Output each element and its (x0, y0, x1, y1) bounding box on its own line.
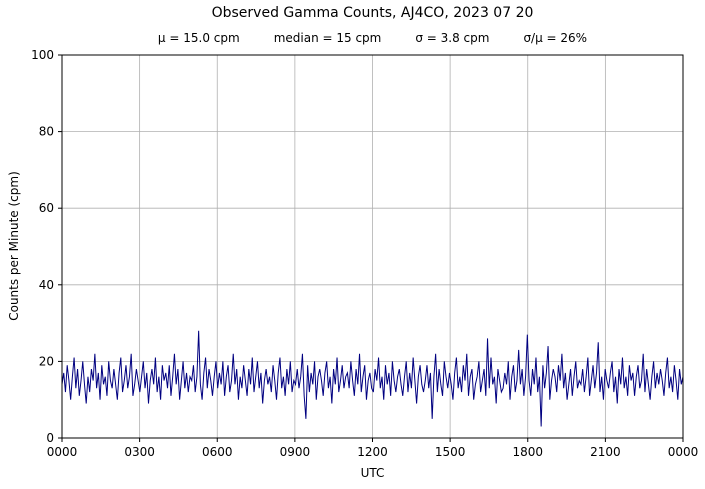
x-tick-label: 1200 (357, 445, 388, 459)
stat-mean: μ = 15.0 cpm (157, 31, 240, 45)
x-tick-label: 0300 (124, 445, 155, 459)
stat-sigma-over-mean: σ/μ = 26% (523, 31, 588, 45)
x-tick-label: 2100 (590, 445, 621, 459)
y-tick-label: 100 (31, 48, 54, 62)
x-tick-label: 1800 (512, 445, 543, 459)
y-tick-label: 40 (39, 278, 54, 292)
x-tick-label: 0600 (202, 445, 233, 459)
x-axis-label: UTC (360, 466, 385, 480)
chart-subtitle-stats: μ = 15.0 cpm median = 15 cpm σ = 3.8 cpm… (62, 31, 683, 45)
x-tick-label: 0000 (668, 445, 699, 459)
y-tick-label: 20 (39, 354, 54, 368)
x-tick-label: 1500 (435, 445, 466, 459)
y-tick-label: 60 (39, 201, 54, 215)
data-line (61, 330, 684, 427)
stat-sigma: σ = 3.8 cpm (415, 31, 490, 45)
x-tick-label: 0900 (280, 445, 311, 459)
x-tick-label: 0000 (47, 445, 78, 459)
y-tick-label: 80 (39, 125, 54, 139)
stat-median: median = 15 cpm (273, 31, 382, 45)
y-tick-label: 0 (46, 431, 54, 445)
chart-title: Observed Gamma Counts, AJ4CO, 2023 07 20 (211, 5, 534, 21)
